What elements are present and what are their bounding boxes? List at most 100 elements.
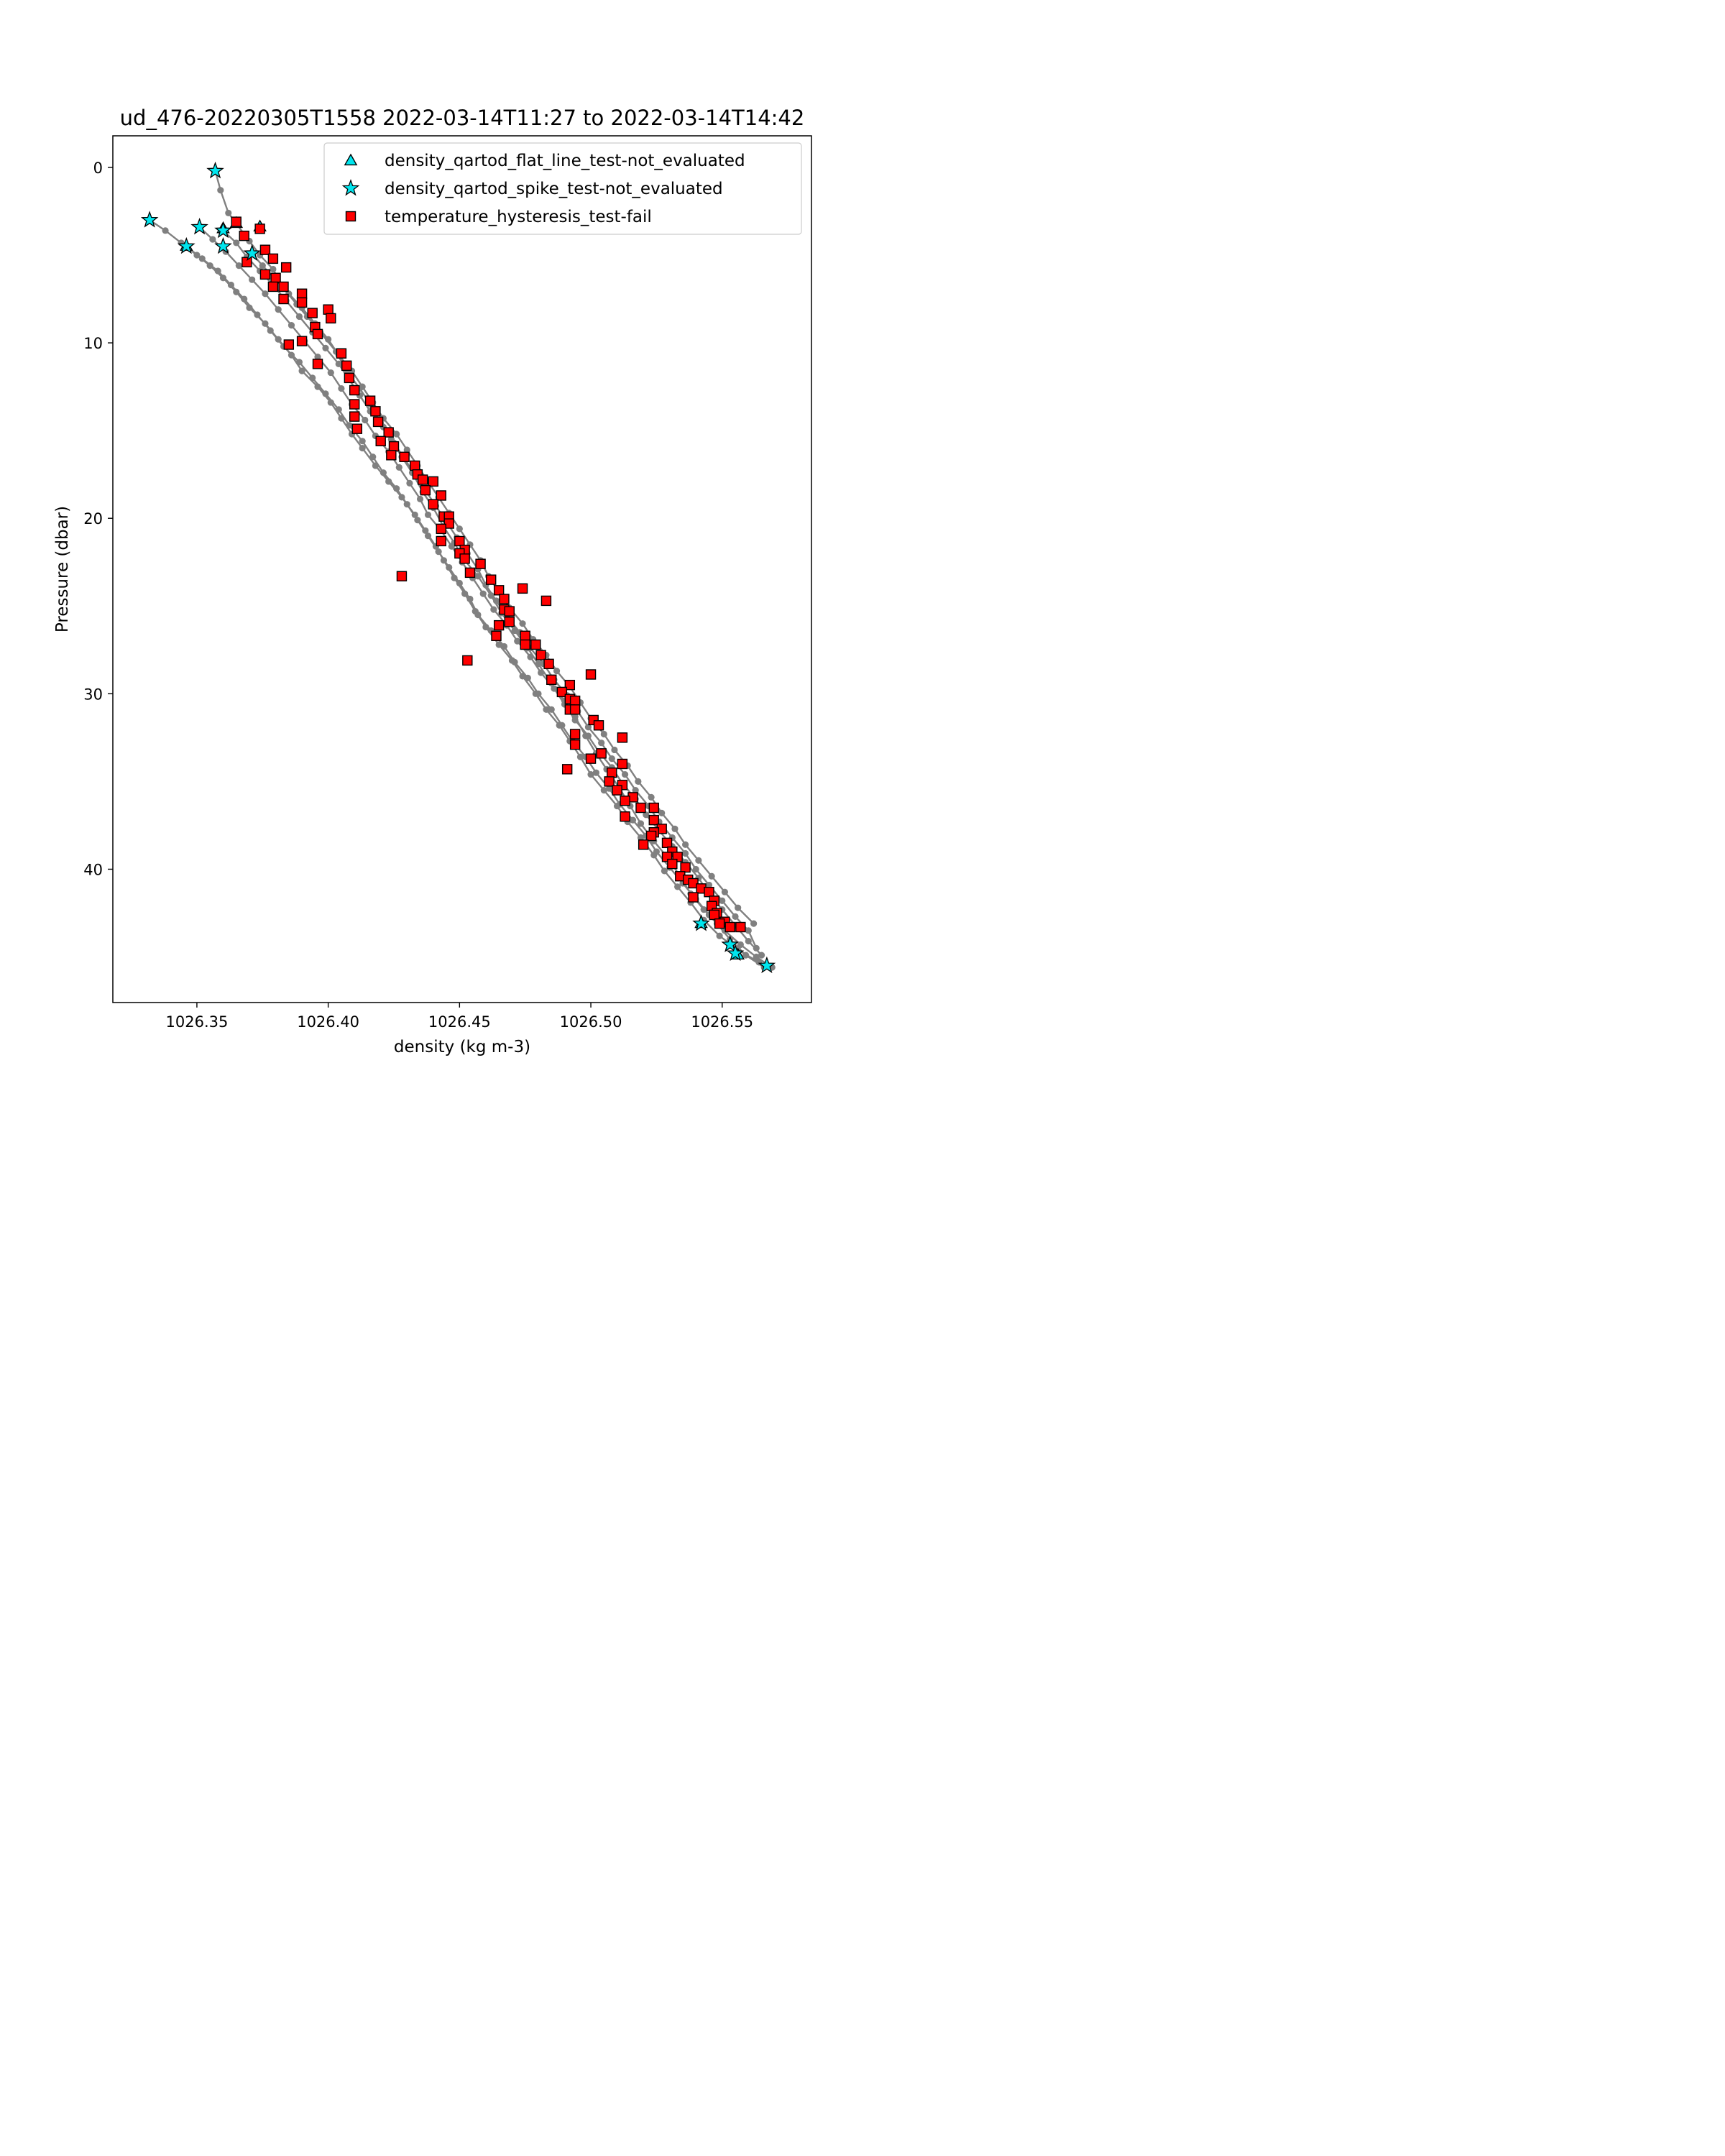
hysteresis-square-marker (436, 490, 446, 501)
hysteresis-square-marker (428, 499, 438, 510)
x-tick-label: 1026.40 (297, 1013, 359, 1031)
profile-point (571, 717, 579, 724)
profile-point (335, 360, 342, 367)
hysteresis-square-marker (561, 764, 573, 775)
profile-point (346, 422, 353, 429)
hysteresis-square-marker (546, 674, 557, 685)
hysteresis-square-marker (454, 535, 465, 547)
x-tick-label: 1026.50 (560, 1013, 622, 1031)
hysteresis-square-marker (504, 606, 515, 617)
legend-label-flat-line: density_qartod_flat_line_test-not_evalua… (385, 152, 745, 170)
profile-point (511, 658, 518, 665)
hysteresis-square-marker (312, 328, 323, 340)
hysteresis-square-marker (535, 650, 546, 660)
hysteresis-square-marker (596, 748, 607, 759)
spike-star-marker (214, 236, 232, 254)
hysteresis-square-marker (667, 858, 678, 870)
profile-point (448, 543, 455, 550)
profile-point (608, 755, 615, 763)
profile-point (671, 825, 678, 832)
hysteresis-square-marker (612, 785, 622, 796)
x-tick-label: 1026.55 (691, 1013, 753, 1031)
profile-point (254, 311, 261, 318)
hysteresis-square-marker (428, 476, 438, 487)
profile-point (335, 406, 342, 413)
profile-point (369, 453, 377, 461)
profile-point (322, 344, 329, 351)
hysteresis-square-marker (475, 558, 486, 569)
profile-point (295, 359, 303, 366)
plot-area-frame (112, 135, 812, 1003)
profile-point (598, 740, 605, 747)
profile-point (716, 932, 723, 939)
hysteresis-square-marker (493, 619, 505, 631)
hysteresis-square-marker (617, 732, 628, 743)
profile-point (322, 390, 329, 397)
spike-star-marker (243, 244, 261, 262)
hysteresis-square-marker (280, 262, 292, 273)
profile-point (750, 920, 758, 927)
hysteresis-square-marker (436, 535, 446, 547)
hysteresis-square-marker (517, 583, 528, 594)
hysteresis-square-marker (267, 281, 279, 292)
chart-title: ud_476-20220305T1558 2022-03-14T11:27 to… (120, 106, 805, 130)
hysteresis-square-marker (372, 416, 384, 428)
profile-point (162, 227, 169, 234)
profile-point (737, 941, 744, 949)
y-tick-label: 30 (83, 686, 103, 703)
hysteresis-square-marker (326, 313, 336, 324)
profile-point (637, 834, 645, 842)
profile-point (403, 446, 410, 453)
hysteresis-square-marker (617, 758, 628, 770)
hysteresis-square-marker (620, 796, 630, 806)
hysteresis-square-marker (491, 630, 502, 641)
profile-point (719, 897, 726, 904)
legend-marker-triangle (344, 153, 358, 166)
hysteresis-square-marker (569, 739, 581, 750)
profile-point (395, 464, 402, 471)
profile-point (637, 820, 645, 827)
profile-point (225, 209, 232, 217)
hysteresis-square-marker (370, 406, 381, 417)
hysteresis-square-marker (688, 877, 699, 889)
hysteresis-square-marker (680, 862, 691, 873)
profile-point (456, 525, 463, 533)
profile-point (359, 383, 366, 390)
profile-point (492, 597, 500, 604)
hysteresis-square-marker (259, 269, 271, 280)
profile-point (543, 706, 550, 713)
hysteresis-square-marker (635, 802, 646, 814)
profile-point (338, 384, 345, 392)
hysteresis-square-marker (388, 441, 400, 452)
profile-point (241, 295, 248, 303)
profile-point (259, 262, 266, 270)
profile-point (359, 438, 366, 445)
legend-star-shape (341, 179, 360, 196)
hysteresis-square-marker (520, 630, 530, 641)
profile-point (359, 444, 366, 452)
profile-point (708, 872, 715, 880)
profile-point (393, 430, 400, 438)
profile-line (185, 245, 773, 969)
hysteresis-square-marker (585, 669, 597, 680)
profile-point (606, 785, 613, 792)
hysteresis-square-marker (336, 348, 347, 359)
hysteresis-square-marker (543, 658, 554, 670)
legend-marker-square (345, 211, 356, 222)
profile-point (753, 944, 760, 952)
profile-point (267, 327, 274, 334)
hysteresis-square-marker (296, 288, 308, 299)
hysteresis-square-marker (254, 224, 265, 234)
spike-test-markers (140, 161, 776, 974)
profile-point (490, 606, 497, 613)
legend-marker-star (341, 179, 360, 196)
hysteresis-square-marker (499, 594, 510, 604)
profile-point (661, 867, 668, 875)
profile-point (695, 857, 702, 864)
hysteresis-square-marker (607, 767, 617, 778)
profile-point (262, 290, 269, 298)
hysteresis-square-marker (420, 484, 431, 496)
hysteresis-square-marker (459, 553, 470, 564)
hysteresis-square-marker (688, 892, 699, 903)
profile-point (275, 306, 282, 313)
